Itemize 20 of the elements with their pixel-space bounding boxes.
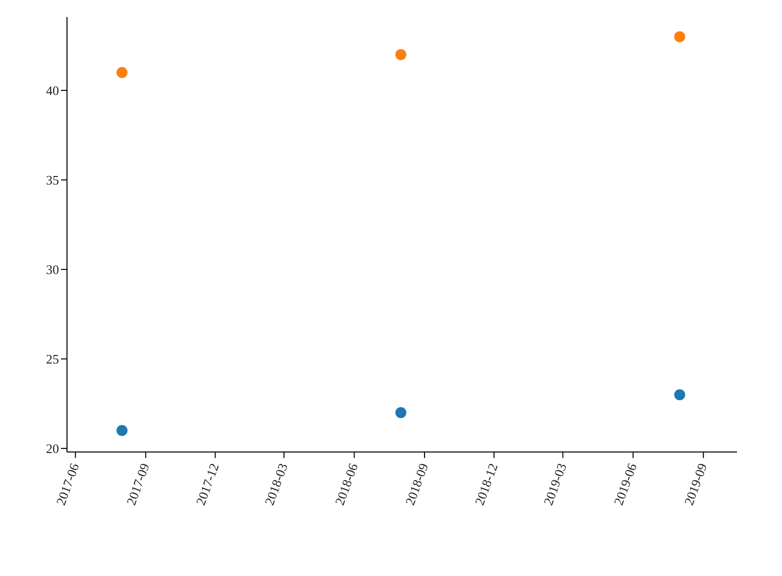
- y-tick-label: 25: [46, 352, 59, 367]
- point: [116, 425, 128, 436]
- x-tick-label: 2018-12: [472, 461, 501, 508]
- x-tick-label: 2019-09: [681, 461, 710, 508]
- point: [674, 31, 686, 42]
- x-tick-label: 2017-09: [123, 461, 152, 508]
- x-tick-label: 2017-06: [53, 460, 82, 508]
- y-tick-label: 20: [46, 441, 59, 456]
- x-tick-label: 2018-03: [262, 461, 291, 508]
- x-tick-label: 2019-06: [610, 460, 640, 508]
- y-tick-label: 30: [46, 262, 59, 278]
- x-tick-label: 2019-03: [540, 461, 570, 508]
- point: [116, 66, 128, 78]
- point: [395, 49, 406, 60]
- x-tick-label: 2018-09: [402, 461, 432, 508]
- point: [395, 407, 406, 418]
- y-tick-label: 35: [46, 172, 59, 188]
- point: [674, 389, 686, 400]
- x-tick-label: 2018-06: [332, 460, 361, 508]
- y-tick-label: 40: [46, 83, 59, 98]
